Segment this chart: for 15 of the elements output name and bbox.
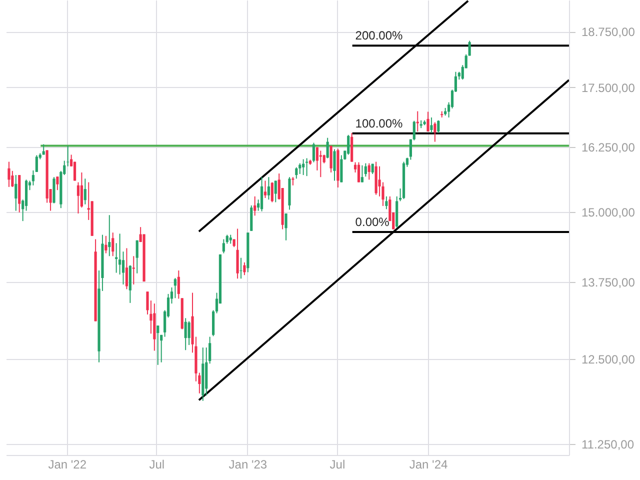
y-tick-label: 17.500,00 (582, 80, 636, 95)
series-label: 200.00% (355, 28, 404, 43)
y-tick-label: 13.750,00 (582, 276, 636, 290)
y-tick-label: 15.000,00 (582, 205, 636, 220)
x-tick-label: Jul (149, 458, 165, 472)
y-tick-label: 11.250,00 (582, 438, 634, 452)
y-tick-label: 12.500,00 (582, 352, 636, 367)
y-tick-label: 16.250,00 (582, 140, 636, 155)
x-tick-label: Jan '23 (228, 458, 268, 472)
series-label: 100.00% (355, 116, 404, 130)
x-tick-label: Jan '24 (409, 458, 448, 472)
series-label: 0.00% (355, 215, 390, 230)
x-tick-label: Jan '22 (48, 458, 87, 472)
x-tick-label: Jul (330, 458, 346, 472)
y-tick-label: 18.750,00 (582, 25, 636, 40)
